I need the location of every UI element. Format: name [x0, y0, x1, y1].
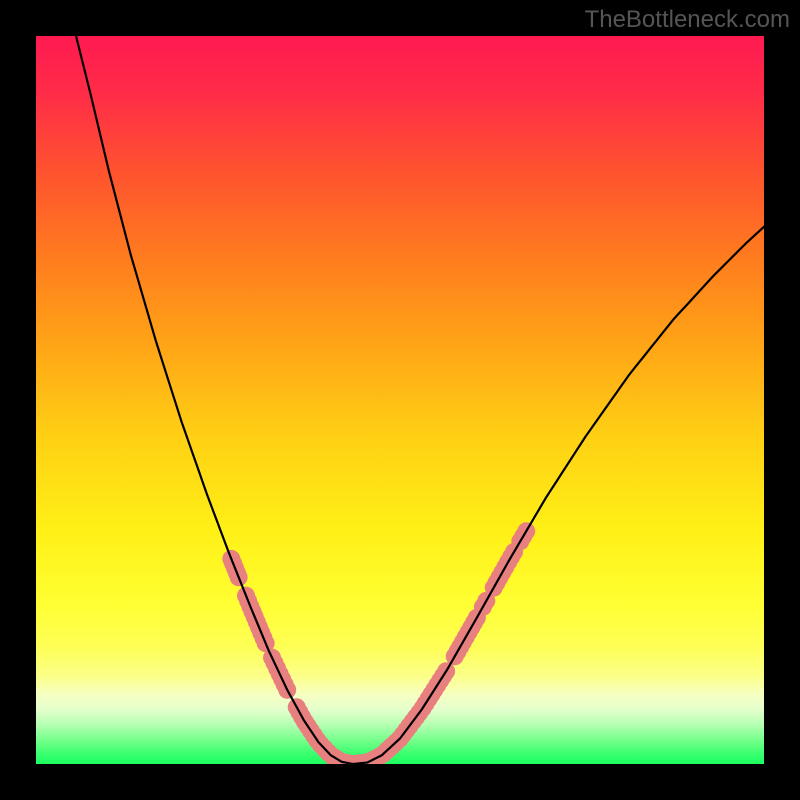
gradient-background — [36, 36, 764, 764]
watermark-text: TheBottleneck.com — [585, 6, 790, 34]
plot-area — [36, 36, 764, 764]
chart-svg — [36, 36, 764, 764]
